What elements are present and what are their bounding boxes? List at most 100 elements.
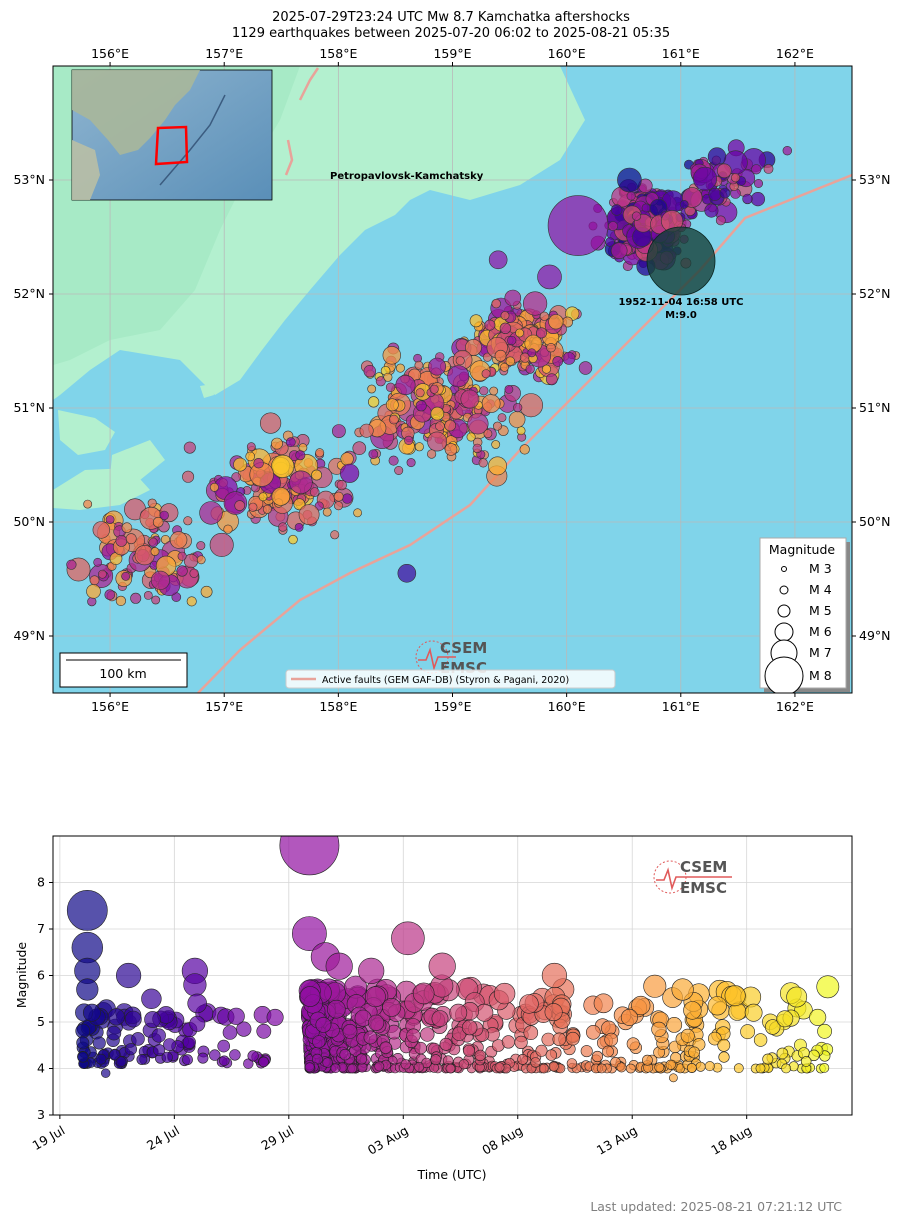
tl-point-842 (669, 1073, 678, 1083)
tl-point-832 (291, 916, 327, 952)
map-quake-509 (375, 376, 386, 387)
last-updated: Last updated: 2025-08-21 07:21:12 UTC (590, 1199, 842, 1214)
map-quake-208 (608, 221, 618, 231)
map-quake-915 (196, 555, 206, 565)
tl-point-667 (604, 1032, 619, 1047)
map-quake-530 (368, 396, 380, 408)
tl-point-723 (707, 1031, 722, 1046)
timeline-points (66, 836, 840, 1083)
map-quake-809 (262, 504, 272, 514)
legend-label-4: M 7 (809, 645, 832, 660)
map-quake-796 (278, 522, 288, 532)
map-quake-462 (491, 440, 501, 449)
fault-short (284, 139, 294, 176)
map-quake-417 (504, 289, 522, 307)
magnitude-legend: Magnitude M 3 M 4 M 5 M 6 M 7 M 8 (759, 537, 850, 693)
tl-point-247 (753, 1033, 768, 1047)
map-quake-656 (406, 458, 416, 468)
map-quake-209 (626, 191, 636, 201)
land-island-1 (58, 410, 115, 455)
city-label: Petropavlovsk-Kamchatsky (330, 171, 484, 182)
map-quake-777 (336, 480, 347, 491)
timeline-xlabel: Time (UTC) (416, 1167, 486, 1182)
map-quake-1013 (488, 250, 508, 270)
tl-point-614 (762, 1053, 774, 1065)
tl-point-730 (539, 1063, 549, 1074)
tl-point-803 (544, 1003, 563, 1022)
tl-point-813 (616, 1062, 627, 1073)
tl-point-668 (665, 1059, 676, 1070)
tl-point-659 (347, 1063, 358, 1074)
tl-point-782 (355, 1053, 367, 1065)
fault-legend: Active faults (GEM GAF-DB) (Styron & Pag… (285, 669, 616, 689)
tl-point-453 (414, 1041, 427, 1055)
map-quake-996 (679, 199, 689, 209)
tl-point-98 (219, 1055, 230, 1067)
map-quake-440 (499, 322, 512, 334)
map-quake-669 (428, 357, 447, 376)
tl-point-819 (494, 1062, 505, 1073)
map-quake-441 (515, 328, 524, 338)
tl-point-735 (330, 1063, 341, 1074)
map-quake-674 (483, 429, 493, 439)
tl-point-78 (222, 1025, 238, 1040)
tl-point-82 (75, 1023, 91, 1039)
map-quake-537 (479, 386, 489, 396)
tl-point-683 (420, 1027, 435, 1042)
tl-point-697 (458, 1059, 469, 1070)
tl-point-41 (243, 1058, 254, 1069)
lat-label-right-0: 53°N (859, 172, 891, 187)
map-quake-859 (196, 541, 206, 551)
tl-point-834 (325, 952, 353, 980)
tl-point-106 (115, 1056, 127, 1067)
tl-point-784 (312, 1035, 326, 1049)
scale-bar-label: 100 km (99, 666, 146, 681)
tl-point-109 (92, 1036, 106, 1050)
legend-circle-0 (781, 566, 787, 572)
legend-circle-3 (774, 622, 794, 642)
map-quake-835 (298, 504, 320, 525)
map-quake-597 (331, 424, 346, 438)
map-quake-826 (340, 463, 360, 483)
map-quake-447 (507, 335, 517, 346)
map-quake-827 (289, 470, 313, 494)
map-quake-671 (489, 386, 499, 396)
tl-point-612 (591, 1050, 604, 1063)
map-quake-936 (130, 592, 142, 604)
tl-point-777 (445, 1063, 456, 1074)
map-quake-881 (147, 498, 157, 508)
tl-point-795 (724, 985, 746, 1007)
tl-ylabel-5: 8 (37, 875, 45, 890)
tl-point-760 (602, 1045, 614, 1058)
tl-point-111 (161, 1051, 173, 1063)
map-quake-215 (610, 204, 623, 216)
map-quake-837 (295, 450, 306, 461)
map-quake-921 (104, 589, 116, 601)
map-quake-449 (539, 311, 549, 321)
map-quake-564 (488, 456, 507, 476)
tl-point-88 (136, 1054, 148, 1065)
tl-point-604 (819, 1063, 830, 1073)
timeline-panel: CSEM EMSC 19 Jul 24 Jul 29 Jul 03 Aug 08 Aug… (14, 835, 853, 1182)
tl-point-722 (449, 1003, 468, 1022)
scale-bar: 100 km (59, 652, 188, 688)
lon-label-top-6: 162°E (776, 46, 814, 61)
map-quake-852 (183, 516, 193, 526)
tl-point-87 (163, 1038, 176, 1051)
tl-point-539 (585, 1025, 601, 1040)
inset-map (71, 69, 273, 201)
tl-point-808 (596, 1063, 607, 1074)
map-quake-662 (388, 455, 399, 466)
tl-point-90 (76, 1036, 90, 1050)
inset-study-box (154, 125, 189, 166)
tl-point-31 (182, 1054, 193, 1066)
map-quake-249 (605, 237, 615, 247)
map-quake-838 (253, 458, 264, 469)
map-quake-646 (389, 414, 399, 425)
inset-land (72, 70, 200, 155)
tl-point-793 (517, 1054, 529, 1065)
map-quake-805 (258, 492, 268, 502)
map-quake-853 (89, 575, 100, 586)
lon-label-top-0: 156°E (91, 46, 129, 61)
tl-point-114 (124, 1010, 142, 1028)
